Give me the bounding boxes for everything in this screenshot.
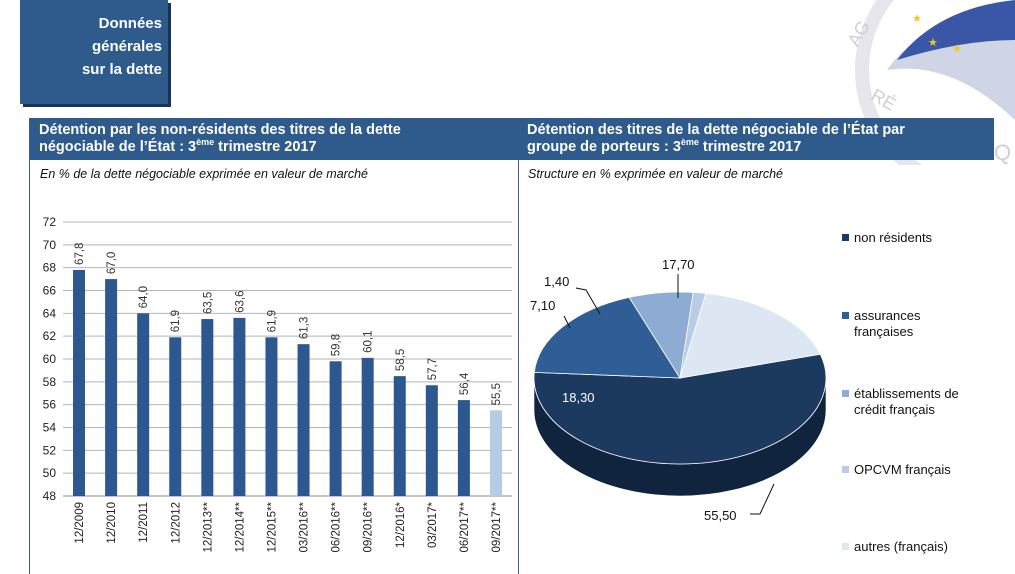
bar bbox=[201, 319, 214, 496]
x-tick-label: 12/2014** bbox=[234, 501, 246, 552]
legend-label: OPCVM français bbox=[854, 462, 951, 477]
y-tick-label: 48 bbox=[43, 489, 57, 503]
x-tick-label: 12/2009 bbox=[74, 502, 86, 544]
svg-text:★: ★ bbox=[952, 43, 962, 55]
svg-text:Q: Q bbox=[994, 140, 1011, 165]
x-tick-label: 12/2016* bbox=[395, 501, 407, 548]
bar-value-label: 63,5 bbox=[202, 292, 214, 314]
pie-label-leader bbox=[563, 315, 571, 329]
bar bbox=[137, 313, 150, 496]
pie-label-leader bbox=[750, 483, 775, 515]
x-tick-label: 03/2016** bbox=[299, 501, 311, 552]
bar bbox=[297, 344, 310, 496]
legend-label: crédit français bbox=[854, 402, 935, 417]
legend-swatch bbox=[842, 390, 849, 397]
x-tick-label: 12/2012 bbox=[170, 502, 182, 544]
legend-label: assurances bbox=[854, 308, 921, 323]
y-tick-label: 56 bbox=[43, 398, 57, 412]
bar bbox=[265, 337, 278, 496]
bar-chart-panel: Détention par les non-résidents des titr… bbox=[29, 118, 519, 574]
pie-value-label: 55,50 bbox=[704, 508, 737, 523]
pie-chart-subtitle: Structure en % exprimée en valeur de mar… bbox=[528, 167, 783, 181]
x-tick-label: 09/2016** bbox=[363, 501, 375, 552]
y-tick-label: 64 bbox=[43, 306, 57, 320]
svg-text:★: ★ bbox=[928, 37, 938, 49]
bar bbox=[169, 337, 182, 496]
x-tick-label: 03/2017* bbox=[427, 501, 439, 548]
bar-value-label: 55,5 bbox=[491, 383, 503, 405]
agency-seal-logo: ★ ★ ★ AG RÉ Q bbox=[843, 0, 1015, 165]
x-tick-label: 12/2013** bbox=[202, 501, 214, 552]
pie-value-label: 18,30 bbox=[562, 390, 595, 405]
legend-label: non résidents bbox=[854, 230, 933, 245]
bar-chart-header: Détention par les non-résidents des titr… bbox=[30, 118, 518, 160]
x-tick-label: 06/2017** bbox=[459, 501, 471, 552]
pie-slice bbox=[679, 292, 821, 379]
y-tick-label: 68 bbox=[43, 261, 57, 275]
section-tag-text: Données générales sur la dette bbox=[81, 15, 162, 78]
x-tick-label: 12/2011 bbox=[138, 502, 150, 543]
bar bbox=[489, 410, 502, 496]
y-tick-label: 52 bbox=[43, 443, 57, 457]
bar-value-label: 61,3 bbox=[299, 317, 311, 339]
bar-value-label: 58,5 bbox=[395, 349, 407, 371]
pie-chart: 55,50 18,30 7,10 1,40 17,70 non résidents assu… bbox=[530, 230, 959, 554]
bar bbox=[393, 376, 406, 496]
svg-text:★: ★ bbox=[912, 13, 922, 25]
pie-chart-header: Détention des titres de la dette négocia… bbox=[518, 118, 994, 160]
bar-value-label: 63,6 bbox=[234, 291, 246, 313]
y-tick-label: 70 bbox=[43, 238, 57, 252]
bar bbox=[73, 269, 86, 496]
bar bbox=[329, 361, 342, 496]
pie-slice bbox=[533, 296, 681, 379]
legend-label: établissements de bbox=[854, 386, 959, 401]
x-tick-label: 12/2015** bbox=[266, 501, 278, 552]
y-tick-label: 60 bbox=[43, 352, 57, 366]
pie-chart-panel: Détention des titres de la dette négocia… bbox=[518, 118, 994, 574]
legend-swatch bbox=[842, 312, 849, 319]
y-tick-label: 66 bbox=[43, 284, 57, 298]
bar-value-label: 56,4 bbox=[459, 372, 471, 395]
bar-value-label: 67,0 bbox=[106, 252, 118, 274]
bar-value-label: 67,8 bbox=[74, 243, 86, 265]
legend-label: françaises bbox=[854, 324, 914, 339]
bar bbox=[425, 385, 438, 496]
x-tick-label: 06/2016** bbox=[331, 501, 343, 552]
legend-swatch bbox=[842, 543, 849, 550]
x-tick-label: 12/2010 bbox=[106, 502, 118, 544]
legend-swatch bbox=[842, 466, 849, 473]
bar bbox=[233, 317, 246, 496]
bar-value-label: 59,8 bbox=[331, 334, 343, 356]
bar-chart-title: Détention par les non-résidents des titr… bbox=[39, 122, 401, 155]
bar bbox=[361, 357, 374, 496]
bar-value-label: 61,9 bbox=[266, 310, 278, 332]
x-tick-label: 09/2017** bbox=[491, 501, 503, 552]
bar bbox=[457, 400, 470, 496]
pie-slice bbox=[533, 353, 827, 465]
legend-swatch bbox=[842, 234, 849, 241]
legend-label: autres (français) bbox=[854, 539, 948, 554]
bar-value-label: 64,0 bbox=[138, 286, 150, 308]
bar bbox=[105, 279, 118, 496]
bar-value-label: 60,1 bbox=[363, 330, 375, 352]
bar-chart: 48 50 52 54 56 58 60 62 64 66 68 70 72 67,8 12/2009 67,… bbox=[43, 215, 512, 553]
bar-value-label: 61,9 bbox=[170, 310, 182, 332]
bar-value-label: 57,7 bbox=[427, 358, 439, 380]
pie-chart-title: Détention des titres de la dette négocia… bbox=[527, 122, 905, 155]
pie-value-label: 1,40 bbox=[544, 274, 569, 289]
y-tick-label: 72 bbox=[43, 215, 57, 229]
bar-chart-subtitle: En % de la dette négociable exprimée en … bbox=[40, 167, 368, 181]
y-tick-label: 50 bbox=[43, 466, 57, 480]
pie-label-leader bbox=[575, 287, 601, 315]
pie-value-label: 17,70 bbox=[662, 257, 695, 272]
y-tick-label: 62 bbox=[43, 329, 57, 343]
pie-value-label: 7,10 bbox=[530, 298, 555, 313]
section-tag: Données générales sur la dette bbox=[20, 0, 168, 104]
y-tick-label: 54 bbox=[43, 421, 57, 435]
y-tick-label: 58 bbox=[43, 375, 57, 389]
